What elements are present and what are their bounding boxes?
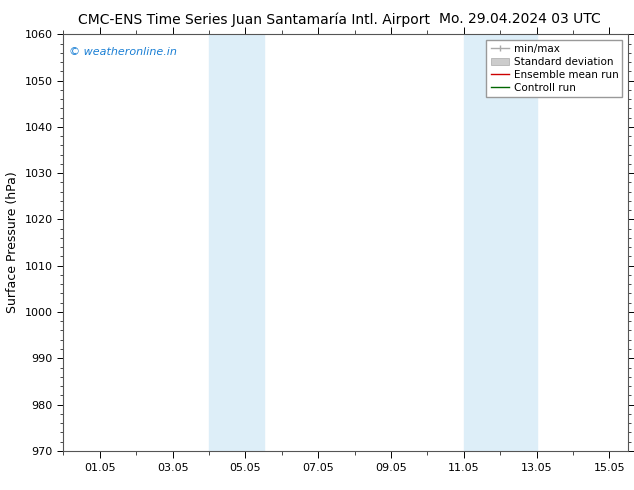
- Bar: [464, 34, 536, 451]
- Text: © weatheronline.in: © weatheronline.in: [69, 47, 177, 57]
- Legend: min/max, Standard deviation, Ensemble mean run, Controll run: min/max, Standard deviation, Ensemble me…: [486, 40, 623, 97]
- Text: CMC-ENS Time Series Juan Santamaría Intl. Airport: CMC-ENS Time Series Juan Santamaría Intl…: [77, 12, 430, 27]
- Text: Mo. 29.04.2024 03 UTC: Mo. 29.04.2024 03 UTC: [439, 12, 601, 26]
- Y-axis label: Surface Pressure (hPa): Surface Pressure (hPa): [6, 172, 19, 314]
- Bar: [209, 34, 264, 451]
